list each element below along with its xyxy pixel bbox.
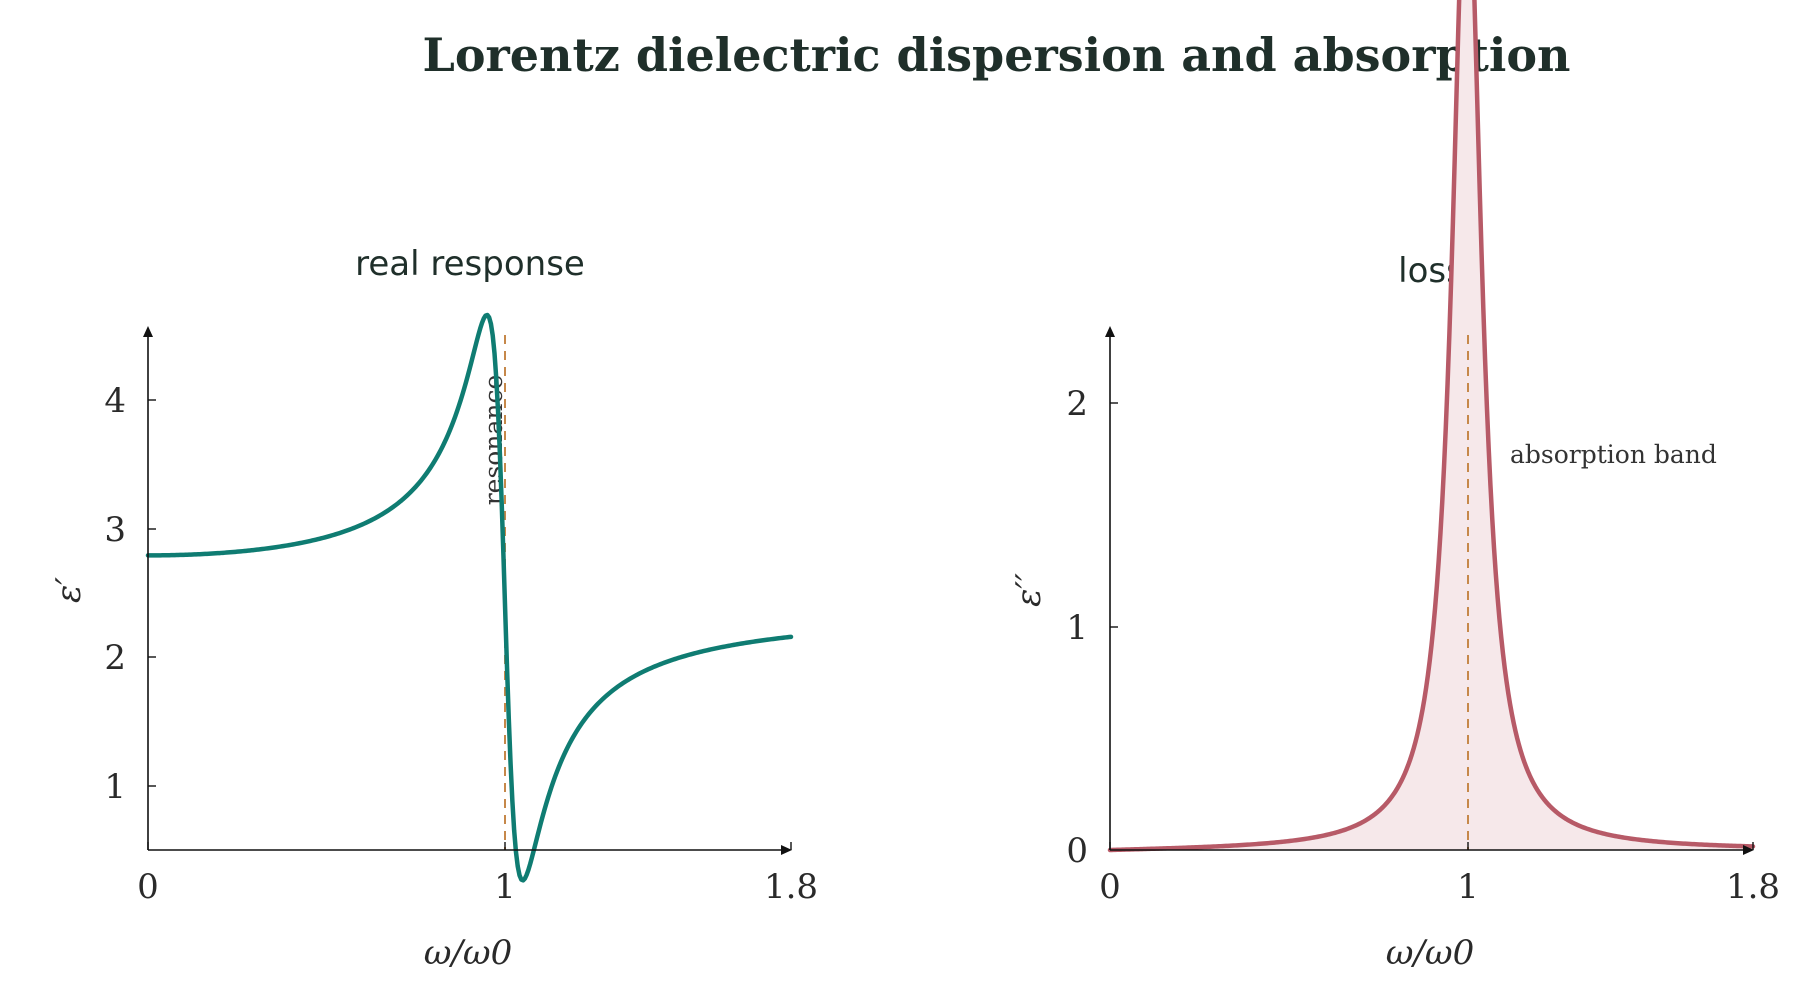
x-tick-label-loss-1: 1 <box>1457 867 1479 907</box>
y-tick-label-loss-1: 1 <box>1066 608 1088 648</box>
series-line-real <box>145 312 794 883</box>
y-axis-label-loss: ε′′ <box>1009 573 1049 607</box>
x-axis-label-real: ω/ω0 <box>424 933 513 973</box>
panel-real: real response resonance 0 1 1.8 1 2 3 <box>49 244 818 973</box>
x-tick-label-real-1: 1 <box>494 867 516 907</box>
x-axis-arrow-loss <box>1743 845 1754 855</box>
chart-title: Lorentz dielectric dispersion and absorp… <box>422 28 1571 82</box>
y-tick-label-real-2: 2 <box>104 638 126 678</box>
series-area-loss <box>1110 0 1753 850</box>
resonance-annotation: resonance <box>479 375 508 506</box>
x-tick-label-loss-2: 1.8 <box>1726 867 1780 907</box>
series-line-loss <box>1107 0 1756 853</box>
x-tick-label-loss-0: 0 <box>1099 867 1121 907</box>
y-tick-label-real-3: 3 <box>104 510 126 550</box>
x-axis-arrow-real <box>781 845 792 855</box>
y-tick-label-loss-0: 0 <box>1066 831 1088 871</box>
y-axis-arrow-real <box>143 326 153 337</box>
x-axis-label-loss: ω/ω0 <box>1386 933 1475 973</box>
y-tick-label-real-1: 1 <box>104 767 126 807</box>
y-axis-label-real: ε′ <box>49 577 89 603</box>
y-tick-label-real-4: 4 <box>104 381 126 421</box>
absorption-annotation: absorption band <box>1510 440 1717 469</box>
x-tick-label-real-0: 0 <box>137 867 159 907</box>
panel-loss: loss absorption band 0 1 1.8 0 1 2 <box>1009 0 1780 973</box>
x-tick-label-real-2: 1.8 <box>764 867 818 907</box>
y-axis-arrow-loss <box>1105 326 1115 337</box>
y-tick-label-loss-2: 2 <box>1066 384 1088 424</box>
panel-title-real: real response <box>355 244 585 284</box>
